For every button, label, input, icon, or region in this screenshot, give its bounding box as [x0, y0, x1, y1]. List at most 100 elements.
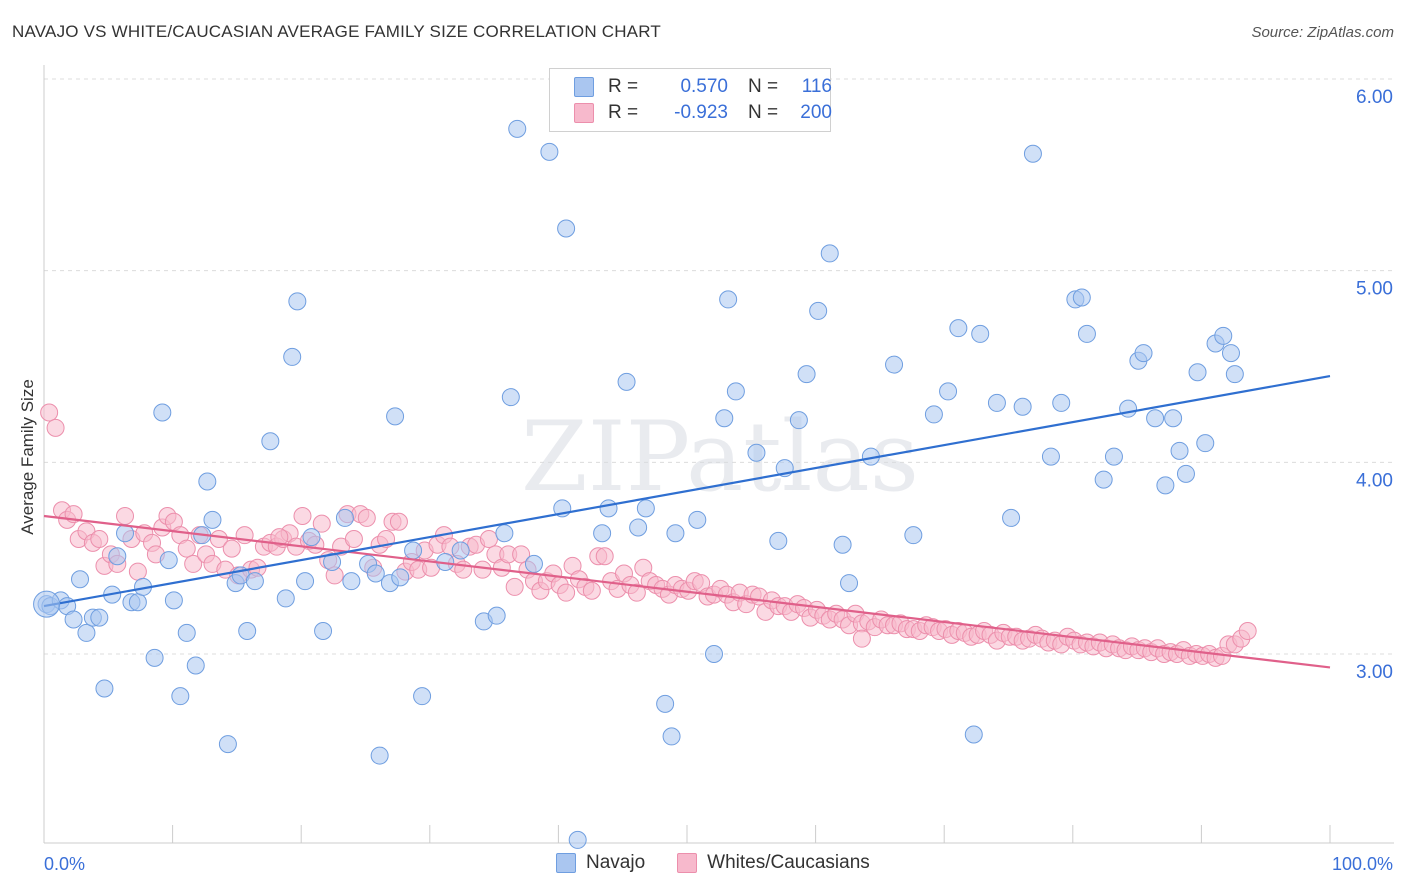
white-point [512, 545, 531, 564]
navajo-point [1104, 447, 1123, 466]
navajo-point [939, 382, 958, 401]
navajo-point [840, 574, 859, 593]
navajo-point [1196, 434, 1215, 453]
navajo-point [90, 608, 109, 627]
navajo-point [164, 591, 183, 610]
navajo-swatch [556, 853, 576, 873]
navajo-point [726, 382, 745, 401]
navajo-point [177, 623, 196, 642]
white-point [209, 530, 228, 548]
navajo-point [820, 244, 839, 263]
navajo-point [370, 746, 389, 765]
navajo-point [557, 219, 576, 238]
navajo-point [1134, 344, 1153, 363]
r-label: R = [608, 102, 639, 123]
navajo-point [283, 347, 302, 366]
y-tick-label: 3.00 [1356, 662, 1393, 683]
legend-row-whites: R = -0.923 N = 200 [574, 100, 832, 126]
navajo-point [159, 551, 178, 570]
navajo-point [288, 292, 307, 311]
navajo-point [885, 355, 904, 374]
navajo-point [833, 535, 852, 554]
white-point [270, 528, 289, 547]
navajo-point [342, 572, 361, 591]
white-point [293, 507, 312, 525]
navajo-point [769, 531, 788, 550]
navajo-point [593, 524, 612, 543]
navajo-point [451, 541, 470, 560]
navajo-point [1002, 508, 1021, 527]
navajo-point [1214, 326, 1233, 345]
navajo-point [1077, 324, 1096, 343]
white-point [128, 562, 147, 581]
navajo-point [924, 405, 943, 424]
x-tick-label: 0.0% [44, 854, 85, 874]
navajo-point [568, 830, 587, 849]
n-value: 200 [800, 102, 832, 123]
white-point [344, 530, 363, 548]
white-point [222, 539, 241, 558]
navajo-point [145, 648, 164, 667]
navajo-point [108, 547, 127, 566]
navajo-point [1119, 399, 1138, 418]
navajo-point [1041, 447, 1060, 466]
navajo-point [662, 727, 681, 746]
legend-row-navajo: R = 0.570 N = 116 [574, 74, 832, 100]
navajo-point [218, 735, 237, 754]
navajo-point [261, 432, 280, 451]
navajo-point [203, 510, 222, 529]
navajo-point [276, 589, 295, 608]
navajo-point [540, 142, 559, 161]
white-point [505, 577, 524, 596]
navajo-point [64, 610, 83, 629]
legend-label-navajo: Navajo [586, 852, 646, 873]
navajo-point [797, 365, 816, 384]
r-value: -0.923 [674, 102, 728, 123]
navajo-point [404, 541, 423, 560]
navajo-point [508, 119, 527, 138]
white-point [184, 554, 203, 573]
navajo-point [245, 572, 264, 591]
white-point [627, 583, 646, 602]
source-credit: Source: ZipAtlas.com [1251, 24, 1394, 41]
navajo-point [971, 324, 990, 343]
white-point [312, 514, 331, 533]
navajo-point [495, 524, 514, 543]
correlation-legend: R = 0.570 N = 116 R = -0.923 N = 200 [549, 68, 832, 132]
legend-item-navajo: Navajo [556, 852, 645, 874]
white-point [40, 403, 59, 422]
n-value: 116 [801, 76, 832, 97]
white-point [557, 583, 576, 602]
navajo-point [1094, 470, 1113, 489]
navajo-point [1023, 144, 1042, 163]
r-value: 0.570 [680, 76, 728, 97]
r-label: R = [608, 76, 639, 97]
navajo-point [715, 409, 734, 428]
navajo-point [1225, 365, 1244, 384]
navajo-point [302, 528, 321, 547]
white-point [473, 560, 492, 579]
y-tick-label: 4.00 [1356, 470, 1393, 491]
white-point [389, 512, 408, 531]
navajo-point [1072, 288, 1091, 307]
navajo-point [949, 319, 968, 338]
navajo-point [1164, 409, 1183, 428]
navajo-point [198, 472, 217, 491]
navajo-point [501, 388, 520, 407]
navajo-point [705, 645, 724, 663]
navajo-point [153, 403, 172, 422]
white-point [90, 530, 109, 548]
navajo-point [413, 687, 432, 706]
chart-title: NAVAJO VS WHITE/CAUCASIAN AVERAGE FAMILY… [12, 22, 661, 41]
navajo-point [629, 518, 648, 537]
navajo-point [636, 499, 655, 518]
navajo-point [789, 411, 808, 430]
navajo-point [1170, 441, 1189, 460]
white-point [46, 418, 65, 437]
navajo-point [71, 570, 90, 589]
whites-swatch [677, 853, 698, 873]
navajo-point [1013, 397, 1032, 416]
navajo-point [524, 554, 543, 573]
navajo-point [964, 725, 983, 744]
